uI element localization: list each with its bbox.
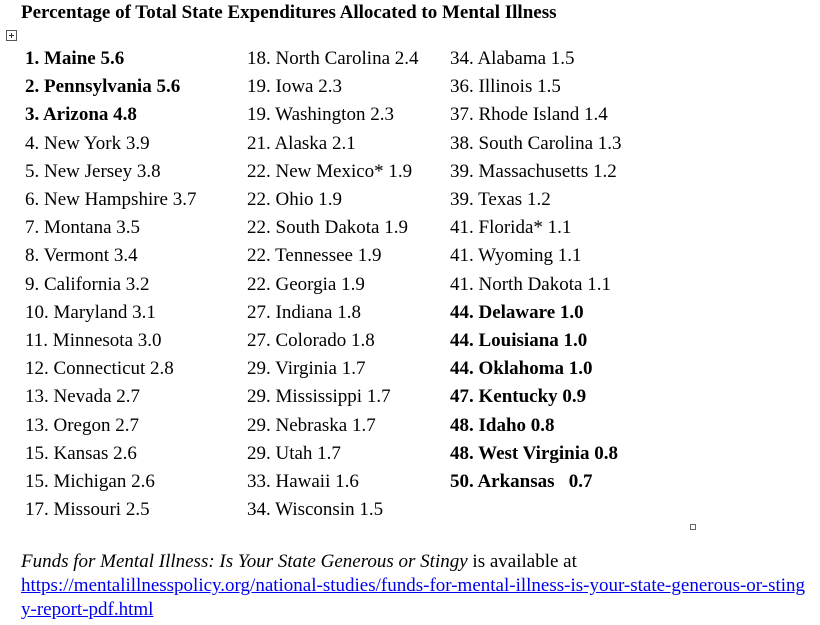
ranking-item: 15. Kansas 2.6 [25, 442, 137, 464]
ranking-item: 22. Georgia 1.9 [247, 273, 365, 295]
ranking-item: 17. Missouri 2.5 [25, 499, 150, 521]
ranking-item: 19. Iowa 2.3 [247, 76, 342, 98]
ranking-item: 13. Nevada 2.7 [25, 386, 141, 408]
ranking-item: 8. Vermont 3.4 [25, 245, 138, 267]
ranking-item: 29. Virginia 1.7 [247, 358, 366, 380]
ranking-item: 33. Hawaii 1.6 [247, 471, 359, 493]
source-note: Funds for Mental Illness: Is Your State … [21, 550, 811, 622]
ranking-item: 19. Washington 2.3 [247, 104, 394, 126]
page-title: Percentage of Total State Expenditures A… [21, 2, 557, 23]
ranking-item: 44. Louisiana 1.0 [450, 330, 588, 352]
ranking-item: 4. New York 3.9 [25, 132, 150, 154]
ranking-item: 44. Delaware 1.0 [450, 301, 584, 323]
ranking-item: 22. New Mexico* 1.9 [247, 160, 413, 182]
ranking-item: 39. Massachusetts 1.2 [450, 160, 617, 182]
ranking-item: 22. Ohio 1.9 [247, 189, 342, 211]
ranking-column-1: 1. Maine 5.6 2. Pennsylvania 5.6 3. Arizon… [25, 45, 197, 524]
table-resize-handle-icon[interactable] [690, 524, 696, 530]
ranking-item: 5. New Jersey 3.8 [25, 160, 161, 182]
ranking-item: 27. Colorado 1.8 [247, 330, 375, 352]
ranking-item: 41. Wyoming 1.1 [450, 245, 582, 267]
source-note-text: is available at [467, 551, 577, 572]
ranking-item: 15. Michigan 2.6 [25, 471, 155, 493]
ranking-item: 48. West Virginia 0.8 [450, 442, 619, 464]
ranking-item: 3. Arizona 4.8 [25, 104, 137, 126]
ranking-item: 9. California 3.2 [25, 273, 150, 295]
ranking-item: 29. Mississippi 1.7 [247, 386, 391, 408]
ranking-item: 41. North Dakota 1.1 [450, 273, 611, 295]
table-move-handle-icon[interactable] [6, 30, 17, 41]
ranking-item: 10. Maryland 3.1 [25, 301, 156, 323]
ranking-item: 22. South Dakota 1.9 [247, 217, 408, 239]
ranking-item: 18. North Carolina 2.4 [247, 48, 419, 69]
ranking-column-3: 34. Alabama 1.5 36. Illinois 1.5 37. Rhode… [450, 45, 622, 496]
ranking-item: 6. New Hampshire 3.7 [25, 189, 197, 211]
ranking-item: 36. Illinois 1.5 [450, 76, 561, 98]
ranking-item: 38. South Carolina 1.3 [450, 132, 622, 154]
ranking-item: 44. Oklahoma 1.0 [450, 358, 593, 380]
ranking-column-2: 18. North Carolina 2.4 19. Iowa 2.3 19. Wa… [247, 45, 419, 524]
ranking-item: 7. Montana 3.5 [25, 217, 141, 239]
ranking-item: 47. Kentucky 0.9 [450, 386, 587, 408]
ranking-item: 41. Florida* 1.1 [450, 217, 572, 239]
ranking-item: 27. Indiana 1.8 [247, 301, 361, 323]
ranking-item: 39. Texas 1.2 [450, 189, 551, 211]
ranking-item: 2. Pennsylvania 5.6 [25, 76, 181, 98]
ranking-item: 12. Connecticut 2.8 [25, 358, 174, 380]
ranking-item: 48. Idaho 0.8 [450, 414, 555, 436]
ranking-item: 11. Minnesota 3.0 [25, 330, 162, 352]
ranking-item: 37. Rhode Island 1.4 [450, 104, 608, 126]
publication-title: Funds for Mental Illness: Is Your State … [21, 551, 468, 572]
ranking-item: 34. Alabama 1.5 [450, 48, 575, 69]
ranking-item: 13. Oregon 2.7 [25, 414, 139, 436]
ranking-item: 29. Utah 1.7 [247, 442, 341, 464]
ranking-item: 1. Maine 5.6 [25, 48, 125, 69]
report-link[interactable]: https://mentalillnesspolicy.org/national… [21, 575, 806, 620]
ranking-item: 29. Nebraska 1.7 [247, 414, 376, 436]
ranking-item: 21. Alaska 2.1 [247, 132, 356, 154]
ranking-item: 50. Arkansas 0.7 [450, 471, 593, 493]
ranking-item: 22. Tennessee 1.9 [247, 245, 382, 267]
ranking-item: 34. Wisconsin 1.5 [247, 499, 384, 521]
